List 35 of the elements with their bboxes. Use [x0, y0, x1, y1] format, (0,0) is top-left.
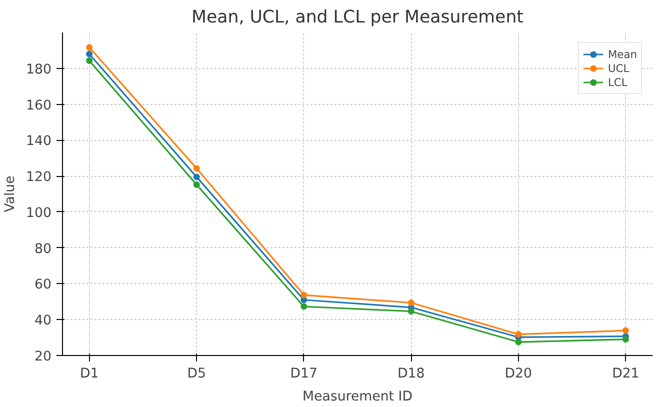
legend-label: UCL: [608, 61, 630, 75]
x-tick-label: D18: [398, 366, 425, 382]
point: [193, 181, 200, 188]
point: [193, 174, 200, 180]
point: [622, 327, 629, 334]
y-tick-label: 40: [34, 314, 52, 329]
y-tick-label: 80: [34, 242, 52, 257]
point: [408, 308, 414, 315]
y-axis-title: Value: [3, 176, 18, 212]
point: [515, 338, 522, 346]
y-tick-label: 160: [26, 98, 52, 114]
y-tick-label: 60: [34, 278, 52, 293]
x-tick-label: D21: [612, 366, 640, 382]
x-tick-label: D20: [504, 366, 532, 382]
point: [86, 57, 93, 64]
x-tick-label: D17: [290, 366, 318, 382]
legend-label: LCL: [608, 75, 628, 89]
y-tick-label: 120: [26, 170, 52, 186]
legend-label: Mean: [608, 47, 637, 61]
x-axis-title: Measurement ID: [302, 390, 412, 404]
y-tick-label: 20: [34, 350, 52, 364]
y-tick-label: 180: [26, 62, 52, 78]
point: [193, 165, 200, 172]
x-tick-label: D5: [187, 366, 206, 382]
point: [515, 331, 522, 338]
y-tick-label: 100: [26, 206, 52, 221]
point: [300, 292, 308, 298]
y-tick-label: 140: [26, 134, 52, 150]
point: [622, 336, 629, 343]
chart-title: Mean, UCL, and LCL per Measurement: [192, 8, 524, 28]
point: [86, 44, 93, 51]
point: [300, 303, 308, 310]
point: [86, 50, 93, 58]
x-tick-label: D1: [80, 366, 99, 382]
point: [408, 300, 414, 306]
